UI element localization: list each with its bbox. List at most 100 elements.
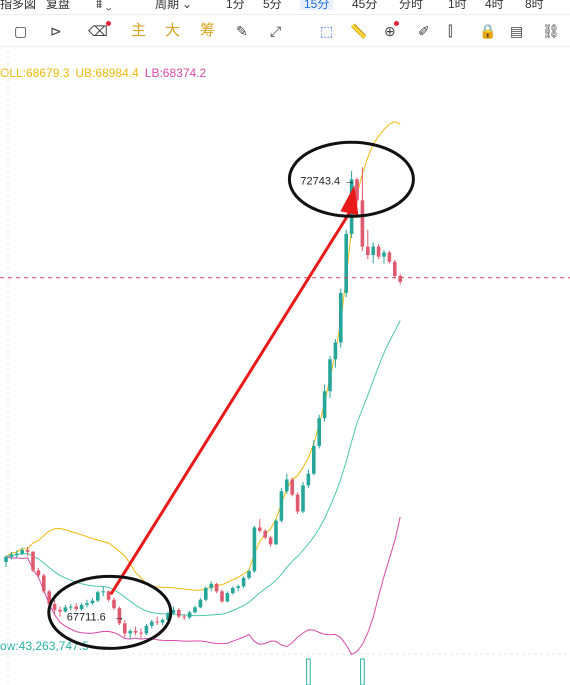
lower-band-line <box>5 516 401 656</box>
candle-body <box>31 551 35 571</box>
eraser-icon[interactable]: ⌫ <box>88 21 111 40</box>
high-price-label: 72743.4 <box>300 175 340 187</box>
high-pointer-icon: → <box>344 175 355 187</box>
rectangle-icon[interactable]: ▢ <box>14 23 28 39</box>
candle-body <box>198 599 203 608</box>
candle-body <box>128 630 132 634</box>
expand-icon[interactable]: ⤢ <box>270 23 282 39</box>
tab-45m[interactable]: 45分 <box>352 0 378 11</box>
indicator-menu[interactable]: 指 <box>0 0 13 11</box>
candle <box>295 492 300 514</box>
candle <box>312 440 316 476</box>
ruler-icon[interactable]: 📏 <box>350 23 368 39</box>
candle-body <box>268 537 273 545</box>
candle-body <box>112 599 116 609</box>
candle <box>290 477 294 497</box>
candle <box>339 288 343 348</box>
trend-arrow <box>109 210 352 596</box>
candle <box>274 519 278 546</box>
multi-chart-menu[interactable]: 多図 <box>12 0 37 11</box>
candle <box>20 547 24 556</box>
candle-body <box>85 603 89 605</box>
candle-body <box>252 527 257 572</box>
candle <box>360 167 365 251</box>
candle-body <box>133 630 138 633</box>
candle-body <box>279 491 284 521</box>
cursor-icon[interactable]: ⊳ <box>50 23 62 39</box>
lock-icon[interactable]: 🔒 <box>479 23 497 39</box>
replay-menu[interactable]: 复盘 <box>46 0 71 11</box>
candle-body <box>209 583 213 588</box>
candle-body <box>290 479 294 495</box>
candle <box>366 229 370 260</box>
candle <box>214 582 219 594</box>
candle-body <box>9 554 14 557</box>
tab-15m[interactable]: 15分 <box>300 0 334 10</box>
candle <box>160 618 165 625</box>
candle-body <box>204 588 208 600</box>
period-menu[interactable]: 周期 <box>155 0 180 11</box>
candle-body <box>36 570 41 576</box>
candle-body <box>328 359 332 392</box>
candle <box>4 555 8 567</box>
edit-icon[interactable]: ✎ <box>236 23 248 39</box>
template-icon[interactable]: ⩩ ⌄ <box>96 0 112 11</box>
main-tool[interactable]: 主 <box>131 22 147 39</box>
tab-1h[interactable]: 1时 <box>448 0 467 11</box>
candle <box>90 598 95 605</box>
candle <box>333 339 338 368</box>
pencil-icon[interactable]: ✐ <box>418 23 430 39</box>
tab-timeshare[interactable]: 分时 <box>399 0 424 11</box>
candle <box>285 473 289 494</box>
candle-body <box>322 391 327 419</box>
tab-5m[interactable]: 5分 <box>263 0 282 11</box>
candle-body <box>117 608 122 624</box>
select-icon[interactable]: ⬚ <box>320 23 334 39</box>
candle-body <box>106 591 111 600</box>
chips-tool[interactable]: 筹 <box>200 22 216 39</box>
candle <box>9 551 14 560</box>
tab-8h[interactable]: 8时 <box>525 0 544 11</box>
candle <box>69 603 73 610</box>
link-icon[interactable]: ⛓ <box>542 23 560 39</box>
candle <box>220 589 224 604</box>
zoom-icon[interactable]: ⊕ <box>384 21 399 40</box>
candle <box>322 384 327 422</box>
candle-body <box>333 342 338 360</box>
candle <box>150 619 154 629</box>
layers-icon[interactable]: ▤ <box>510 23 524 39</box>
candle-body <box>355 179 359 201</box>
candle-body <box>295 494 300 512</box>
candle-body <box>214 583 219 592</box>
candle-body <box>393 261 397 277</box>
candle <box>85 599 89 608</box>
candle <box>355 177 359 205</box>
volume-label: ow:43,263,747.5 <box>0 639 89 653</box>
candle-body <box>144 625 149 634</box>
candle <box>155 616 159 625</box>
ub-value: UB:68984.4 <box>75 66 139 80</box>
candle-body <box>317 418 321 446</box>
candle-body <box>231 588 235 594</box>
middle-band-line <box>5 320 401 617</box>
candle-body <box>101 591 105 593</box>
large-tool[interactable]: 大 <box>165 22 181 39</box>
candle <box>58 606 62 617</box>
candle-body <box>382 252 386 257</box>
candle-body <box>371 246 375 255</box>
candles-icon[interactable]: ⫿ <box>448 23 453 39</box>
candle <box>204 586 208 602</box>
candle <box>182 614 186 620</box>
tab-1m[interactable]: 1分 <box>226 0 245 11</box>
tab-4h[interactable]: 4时 <box>485 0 504 11</box>
drawing-toolbar: ▢ ⊳ ⌫ 主 大 筹 ✎ ⤢ ⬚ 📏 ⊕ ✐ ⫿ 🔒 ▤ ⛓ <box>0 16 570 47</box>
candle <box>63 604 68 613</box>
candle <box>139 628 143 639</box>
volume-bar <box>360 658 365 685</box>
period-chevron-icon[interactable]: ⌄ <box>182 0 193 11</box>
candle-body <box>376 246 381 257</box>
candle-body <box>58 609 62 612</box>
candle <box>74 603 78 611</box>
candle-body <box>96 592 100 601</box>
